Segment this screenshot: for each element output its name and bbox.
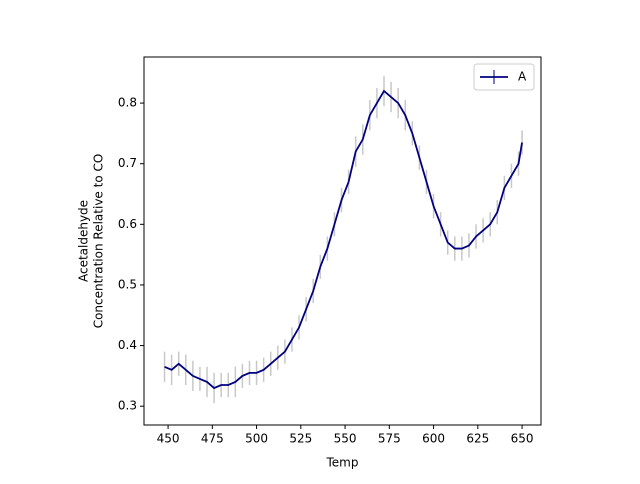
x-axis-label: Temp [326,456,359,470]
plot-frame [143,56,542,426]
y-tick-label: 0.5 [118,277,137,291]
x-tick-label: 525 [289,432,312,446]
y-tick-label: 0.6 [118,217,137,231]
y-tick-label: 0.7 [118,156,137,170]
y-tick-label: 0.3 [118,399,137,413]
y-axis-label: Concentration Relative to CO [92,154,106,329]
y-tick-label: 0.8 [118,96,137,110]
x-tick-label: 475 [201,432,224,446]
x-tick-label: 600 [422,432,445,446]
y-tick-label: 0.4 [118,338,137,352]
x-tick-label: 650 [511,432,534,446]
x-tick-label: 575 [378,432,401,446]
data-line [164,89,523,390]
x-tick-label: 625 [466,432,489,446]
x-tick-label: 550 [334,432,357,446]
x-tick-label: 450 [157,432,180,446]
x-tick-label: 500 [245,432,268,446]
legend-label: A [518,70,527,84]
y-axis-label: Acetaldehyde [77,200,91,282]
